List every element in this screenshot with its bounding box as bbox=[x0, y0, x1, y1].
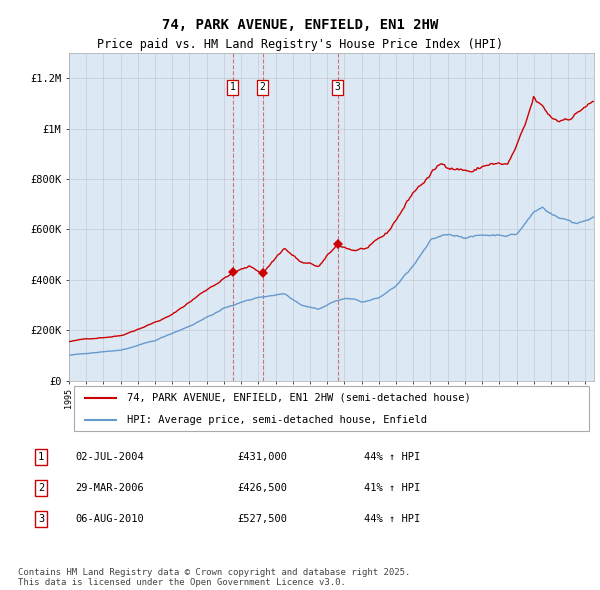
Text: 02-JUL-2004: 02-JUL-2004 bbox=[76, 452, 145, 462]
Text: 29-MAR-2006: 29-MAR-2006 bbox=[76, 483, 145, 493]
FancyBboxPatch shape bbox=[74, 386, 589, 431]
Text: £431,000: £431,000 bbox=[237, 452, 287, 462]
Text: Price paid vs. HM Land Registry's House Price Index (HPI): Price paid vs. HM Land Registry's House … bbox=[97, 38, 503, 51]
Text: 3: 3 bbox=[335, 83, 340, 93]
Text: 2: 2 bbox=[260, 83, 266, 93]
Text: 1: 1 bbox=[230, 83, 235, 93]
Text: 2: 2 bbox=[38, 483, 44, 493]
Text: HPI: Average price, semi-detached house, Enfield: HPI: Average price, semi-detached house,… bbox=[127, 415, 427, 425]
Text: Contains HM Land Registry data © Crown copyright and database right 2025.
This d: Contains HM Land Registry data © Crown c… bbox=[18, 568, 410, 587]
Text: 06-AUG-2010: 06-AUG-2010 bbox=[76, 514, 145, 525]
Text: 1: 1 bbox=[38, 452, 44, 462]
Text: £426,500: £426,500 bbox=[237, 483, 287, 493]
Text: 44% ↑ HPI: 44% ↑ HPI bbox=[364, 452, 420, 462]
Text: 44% ↑ HPI: 44% ↑ HPI bbox=[364, 514, 420, 525]
Text: 3: 3 bbox=[38, 514, 44, 525]
Text: 74, PARK AVENUE, ENFIELD, EN1 2HW (semi-detached house): 74, PARK AVENUE, ENFIELD, EN1 2HW (semi-… bbox=[127, 392, 470, 402]
Text: £527,500: £527,500 bbox=[237, 514, 287, 525]
Text: 41% ↑ HPI: 41% ↑ HPI bbox=[364, 483, 420, 493]
Text: 74, PARK AVENUE, ENFIELD, EN1 2HW: 74, PARK AVENUE, ENFIELD, EN1 2HW bbox=[162, 18, 438, 32]
